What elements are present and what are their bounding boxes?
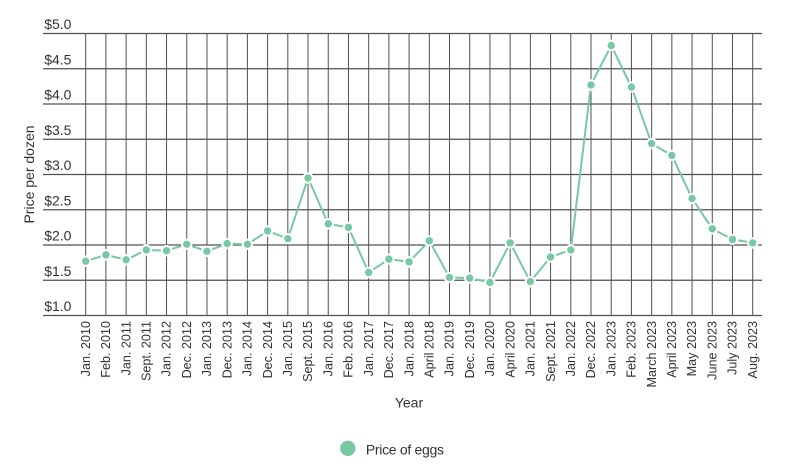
svg-text:Dec. 2017: Dec. 2017 [382,321,396,378]
svg-text:Jan. 2021: Jan. 2021 [524,321,538,376]
svg-text:$1.0: $1.0 [44,298,71,314]
svg-text:July 2023: July 2023 [726,321,740,375]
svg-text:April 2023: April 2023 [665,321,679,378]
svg-text:$2.0: $2.0 [44,228,71,244]
svg-text:Price per dozen: Price per dozen [21,125,37,223]
svg-text:$5.0: $5.0 [44,16,71,32]
svg-text:Jan. 2018: Jan. 2018 [402,321,416,376]
svg-text:Sept. 2011: Sept. 2011 [139,321,153,381]
svg-text:Dec. 2014: Dec. 2014 [261,321,275,378]
svg-text:Jan. 2023: Jan. 2023 [604,321,618,376]
svg-text:$4.0: $4.0 [44,87,71,103]
svg-text:Jan. 2017: Jan. 2017 [362,321,376,376]
svg-text:Dec. 2022: Dec. 2022 [584,321,598,378]
svg-text:$3.5: $3.5 [44,122,71,138]
svg-text:Jan. 2019: Jan. 2019 [443,321,457,376]
svg-text:Feb. 2010: Feb. 2010 [99,321,113,378]
svg-text:Jan. 2013: Jan. 2013 [200,321,214,376]
svg-text:Dec. 2019: Dec. 2019 [463,321,477,378]
svg-text:April 2018: April 2018 [422,321,436,378]
svg-text:Year: Year [395,395,424,411]
svg-text:Feb. 2023: Feb. 2023 [625,321,639,378]
svg-text:Jan. 2011: Jan. 2011 [119,321,133,375]
svg-text:Jan. 2022: Jan. 2022 [564,321,578,376]
svg-text:Jan. 2012: Jan. 2012 [160,321,174,376]
svg-text:$2.5: $2.5 [44,192,71,208]
svg-text:May 2023: May 2023 [685,321,699,376]
svg-text:Jan. 2020: Jan. 2020 [483,321,497,376]
svg-text:$1.5: $1.5 [44,263,71,279]
svg-text:Sept. 2021: Sept. 2021 [544,321,558,382]
svg-text:June 2023: June 2023 [705,321,719,380]
svg-text:Jan. 2010: Jan. 2010 [79,321,93,376]
svg-text:April 2020: April 2020 [503,321,517,378]
svg-text:Jan. 2014: Jan. 2014 [241,321,255,376]
svg-text:Aug. 2023: Aug. 2023 [746,321,760,378]
svg-text:Jan. 2016: Jan. 2016 [321,321,335,376]
svg-text:Price of eggs: Price of eggs [366,442,444,458]
svg-text:Jan. 2015: Jan. 2015 [281,321,295,376]
svg-text:Dec. 2013: Dec. 2013 [220,321,234,378]
svg-text:$4.5: $4.5 [44,51,71,67]
svg-text:Sept. 2015: Sept. 2015 [301,321,315,382]
svg-text:March 2023: March 2023 [645,321,659,388]
svg-text:$3.0: $3.0 [44,157,71,173]
svg-text:Feb. 2016: Feb. 2016 [342,321,356,378]
svg-text:Dec. 2012: Dec. 2012 [180,321,194,378]
